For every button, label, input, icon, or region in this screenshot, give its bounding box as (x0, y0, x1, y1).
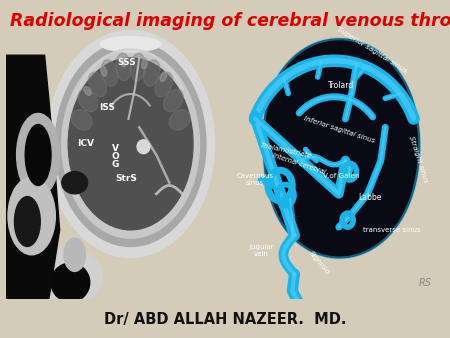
Ellipse shape (47, 30, 215, 258)
Ellipse shape (116, 53, 131, 81)
Ellipse shape (14, 197, 40, 246)
Ellipse shape (121, 56, 126, 67)
Ellipse shape (155, 72, 173, 97)
Text: ISS: ISS (99, 103, 115, 113)
Text: Internal cerebral: Internal cerebral (272, 152, 326, 175)
Ellipse shape (89, 72, 106, 97)
Text: V: V (112, 144, 119, 152)
Text: transverse sinus: transverse sinus (363, 227, 421, 233)
Ellipse shape (142, 58, 147, 69)
Text: SSS: SSS (117, 58, 136, 67)
Text: Superior sagittal sinus: Superior sagittal sinus (336, 26, 408, 74)
Ellipse shape (100, 66, 107, 76)
Text: RS: RS (418, 277, 432, 288)
Text: Trolard: Trolard (328, 81, 354, 90)
Text: Jugular
vein: Jugular vein (249, 244, 274, 257)
Ellipse shape (17, 114, 59, 197)
Ellipse shape (102, 60, 118, 86)
Text: O: O (112, 152, 119, 161)
Text: Radiological imaging of cerebral venous thrombosis.: Radiological imaging of cerebral venous … (10, 12, 450, 30)
Text: V.of Galen: V.of Galen (323, 173, 359, 179)
Text: G: G (112, 160, 119, 169)
Ellipse shape (62, 172, 88, 194)
Polygon shape (6, 55, 59, 299)
Ellipse shape (144, 60, 160, 86)
Ellipse shape (71, 110, 92, 130)
Ellipse shape (137, 140, 150, 153)
Text: Inferior sagittal sinus: Inferior sagittal sinus (302, 116, 375, 144)
Ellipse shape (163, 89, 183, 112)
Text: Straight sinus: Straight sinus (408, 135, 429, 183)
Ellipse shape (78, 89, 98, 112)
Ellipse shape (160, 72, 167, 81)
Ellipse shape (8, 177, 55, 255)
Text: Dr/ ABD ALLAH NAZEER.  MD.: Dr/ ABD ALLAH NAZEER. MD. (104, 312, 346, 327)
Polygon shape (263, 39, 419, 258)
Text: Sigmoid: Sigmoid (307, 250, 330, 276)
Ellipse shape (100, 37, 161, 52)
Text: Cavernous
sinus: Cavernous sinus (236, 173, 273, 187)
Ellipse shape (62, 50, 199, 238)
Circle shape (250, 112, 261, 125)
Text: ICV: ICV (77, 139, 94, 148)
Ellipse shape (169, 110, 190, 130)
Ellipse shape (51, 263, 90, 302)
Ellipse shape (130, 53, 145, 81)
Ellipse shape (38, 249, 103, 305)
Text: Labbe: Labbe (358, 193, 382, 202)
Text: Thalamostriate: Thalamostriate (259, 142, 312, 159)
Ellipse shape (84, 87, 91, 95)
Ellipse shape (25, 124, 51, 186)
Ellipse shape (64, 238, 86, 271)
Ellipse shape (68, 58, 193, 230)
Text: StrS: StrS (115, 174, 137, 183)
Ellipse shape (55, 41, 206, 246)
